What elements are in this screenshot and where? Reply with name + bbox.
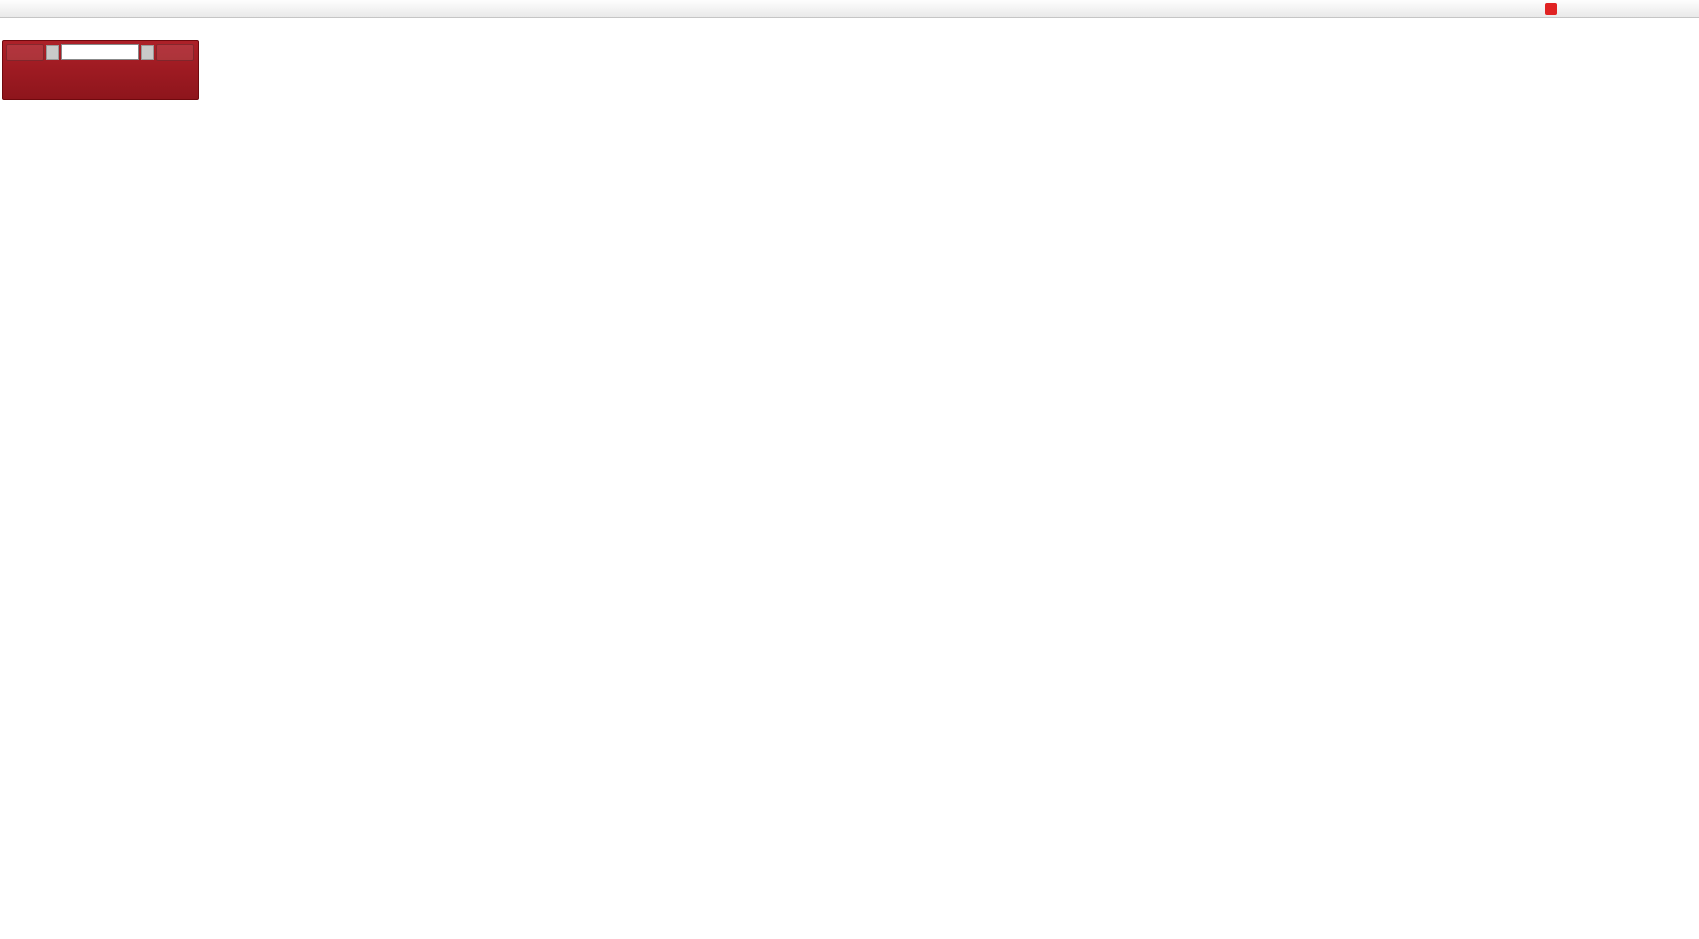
sell-button[interactable] <box>6 43 44 61</box>
notification-badge[interactable] <box>1545 2 1557 15</box>
volume-up-caret-icon[interactable] <box>141 44 154 60</box>
sell-price[interactable] <box>10 63 12 77</box>
volume-input[interactable] <box>61 44 139 60</box>
toolbar-right-group <box>1523 1 1697 17</box>
trade-panel-prices <box>3 63 198 77</box>
toolbar <box>0 0 1699 18</box>
volume-down-caret-icon[interactable] <box>46 44 59 60</box>
buy-button[interactable] <box>156 43 194 61</box>
scroll-up-icon[interactable] <box>1523 1 1540 17</box>
one-click-trading-panel <box>2 40 199 100</box>
buy-price[interactable] <box>189 63 191 77</box>
trade-panel-controls <box>3 41 198 63</box>
